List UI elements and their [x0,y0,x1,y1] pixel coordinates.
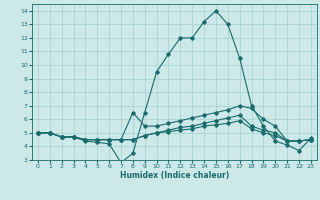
X-axis label: Humidex (Indice chaleur): Humidex (Indice chaleur) [120,171,229,180]
